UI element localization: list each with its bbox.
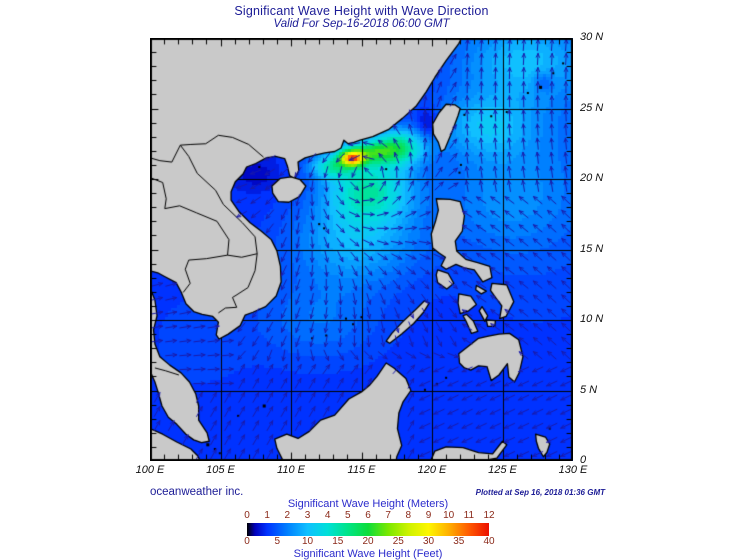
feet-tick-label: 25 [392,536,404,547]
feet-tick-label: 10 [301,536,314,547]
feet-tick-label: 20 [362,536,374,547]
y-tick-label: 30 N [580,31,604,43]
meters-tick-label: 3 [304,510,311,521]
legend-feet-label: Significant Wave Height (Feet) [293,548,443,560]
feet-tick-label: 40 [483,536,495,547]
page-title: Significant Wave Height with Wave Direct… [234,4,489,18]
meters-tick-label: 10 [443,510,455,521]
x-tick-label: 130 E [558,464,588,476]
meters-tick-label: 8 [405,510,412,521]
legend-meters-label: Significant Wave Height (Meters) [287,498,449,510]
meters-tick-label: 2 [284,510,291,521]
x-tick-label: 100 E [135,464,165,476]
feet-tick-label: 35 [453,536,465,547]
x-tick-label: 105 E [206,464,235,476]
feet-tick-label: 5 [274,536,281,547]
y-tick-label: 10 N [580,313,604,325]
feet-tick-label: 0 [244,536,250,547]
feet-tick-label: 15 [332,536,344,547]
meters-tick-label: 1 [264,510,270,521]
y-tick-label: 15 N [580,242,604,255]
y-tick-label: 0 [580,454,587,466]
meters-tick-label: 11 [463,510,475,521]
y-tick-label: 25 N [580,101,604,114]
x-tick-label: 120 E [417,464,447,476]
meters-tick-label: 7 [385,510,391,521]
meters-tick-label: 4 [324,510,331,521]
meters-tick-label: 0 [244,510,250,521]
meters-tick-label: 6 [365,510,371,521]
meters-tick-label: 5 [345,510,351,521]
wave-map-canvas [150,38,573,461]
feet-tick-label: 30 [422,536,435,547]
x-tick-label: 125 E [488,464,517,476]
credit-text: oceanweather inc. [150,486,244,498]
meters-tick-label: 9 [425,510,432,521]
legend-colorbar [247,523,489,536]
x-tick-label: 110 E [277,464,305,476]
y-tick-label: 5 N [580,383,598,396]
valid-time-subtitle: Valid For Sep-16-2018 06:00 GMT [273,18,450,30]
x-tick-label: 115 E [347,464,376,476]
meters-tick-label: 12 [483,510,495,521]
plotted-timestamp: Plotted at Sep 16, 2018 01:36 GMT [475,488,605,497]
y-tick-label: 20 N [580,172,604,184]
